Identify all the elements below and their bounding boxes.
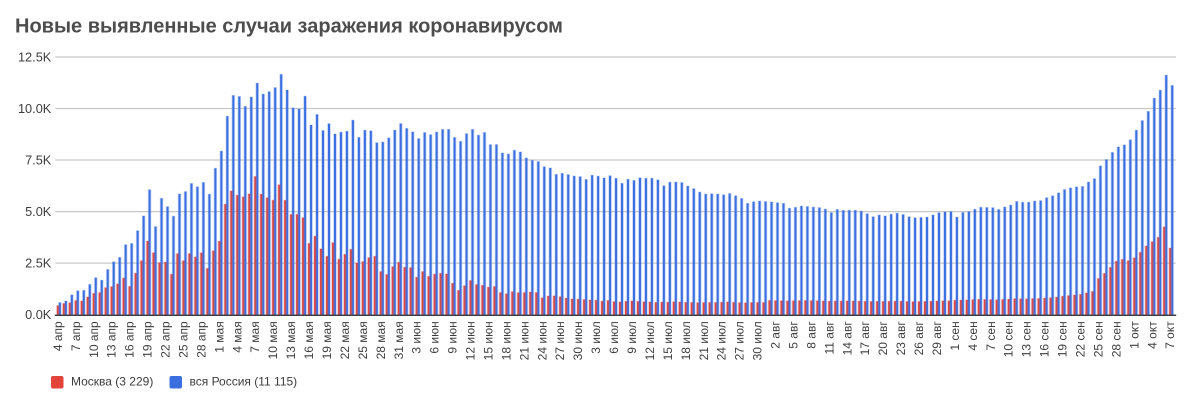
svg-text:6 июл: 6 июл: [607, 321, 621, 353]
svg-text:25 мая: 25 мая: [356, 321, 370, 359]
svg-text:10 апр: 10 апр: [87, 321, 101, 358]
svg-text:15 июн: 15 июн: [481, 321, 495, 360]
svg-text:7 мая: 7 мая: [248, 321, 262, 352]
svg-text:1 сен: 1 сен: [948, 321, 962, 350]
svg-text:7 окт: 7 окт: [1163, 321, 1177, 349]
svg-text:4 окт: 4 окт: [1145, 321, 1159, 349]
svg-text:0.0K: 0.0K: [25, 307, 52, 322]
svg-text:2.5K: 2.5K: [25, 256, 52, 271]
svg-text:4 мая: 4 мая: [230, 321, 244, 352]
svg-text:30 июл: 30 июл: [751, 321, 765, 360]
svg-text:9 июн: 9 июн: [446, 321, 460, 353]
svg-text:7.5K: 7.5K: [25, 153, 52, 168]
svg-text:13 сен: 13 сен: [1020, 321, 1034, 357]
svg-text:19 сен: 19 сен: [1056, 321, 1070, 357]
svg-text:26 авг: 26 авг: [912, 321, 926, 356]
svg-text:23 авг: 23 авг: [894, 321, 908, 356]
svg-text:16 сен: 16 сен: [1038, 321, 1052, 357]
svg-text:8 авг: 8 авг: [804, 321, 818, 349]
svg-text:10 сен: 10 сен: [1002, 321, 1016, 357]
svg-text:19 апр: 19 апр: [141, 321, 155, 358]
svg-text:21 июн: 21 июн: [517, 321, 531, 360]
svg-text:6 июн: 6 июн: [428, 321, 442, 353]
svg-text:Новые выявленные случаи зараже: Новые выявленные случаи заражения корона…: [15, 16, 563, 38]
svg-text:5 авг: 5 авг: [786, 321, 800, 349]
svg-text:10.0K: 10.0K: [18, 101, 52, 116]
svg-text:25 апр: 25 апр: [176, 321, 190, 358]
svg-text:7 сен: 7 сен: [984, 321, 998, 350]
svg-text:5.0K: 5.0K: [25, 204, 52, 219]
svg-text:21 июл: 21 июл: [697, 321, 711, 360]
svg-text:2 авг: 2 авг: [769, 321, 783, 349]
svg-text:вся Россия (11 115): вся Россия (11 115): [190, 375, 298, 389]
svg-text:13 апр: 13 апр: [105, 321, 119, 358]
svg-text:28 сен: 28 сен: [1109, 321, 1123, 357]
svg-text:3 июл: 3 июл: [589, 321, 603, 353]
svg-text:12 июл: 12 июл: [643, 321, 657, 360]
svg-text:12.5K: 12.5K: [18, 50, 52, 65]
svg-text:28 апр: 28 апр: [194, 321, 208, 358]
svg-text:10 мая: 10 мая: [266, 321, 280, 359]
svg-text:13 мая: 13 мая: [284, 321, 298, 359]
svg-text:28 мая: 28 мая: [374, 321, 388, 359]
svg-text:31 мая: 31 мая: [392, 321, 406, 359]
svg-text:4 сен: 4 сен: [966, 321, 980, 350]
svg-text:7 апр: 7 апр: [69, 321, 83, 351]
svg-text:Москва (3 229): Москва (3 229): [71, 375, 153, 389]
svg-text:15 июл: 15 июл: [661, 321, 675, 360]
svg-text:11 авг: 11 авг: [822, 321, 836, 355]
svg-text:20 авг: 20 авг: [876, 321, 890, 356]
svg-text:22 апр: 22 апр: [159, 321, 173, 358]
svg-text:1 окт: 1 окт: [1127, 321, 1141, 349]
svg-text:18 июл: 18 июл: [679, 321, 693, 360]
svg-text:18 июн: 18 июн: [499, 321, 513, 360]
svg-text:9 июл: 9 июл: [625, 321, 639, 353]
svg-text:22 сен: 22 сен: [1074, 321, 1088, 357]
svg-text:16 апр: 16 апр: [123, 321, 137, 358]
svg-text:24 июл: 24 июл: [715, 321, 729, 360]
svg-text:25 сен: 25 сен: [1091, 321, 1105, 357]
svg-text:29 авг: 29 авг: [930, 321, 944, 356]
svg-text:24 июн: 24 июн: [535, 321, 549, 360]
svg-text:4 апр: 4 апр: [51, 321, 65, 351]
svg-text:1 мая: 1 мая: [212, 321, 226, 352]
svg-text:22 мая: 22 мая: [338, 321, 352, 359]
svg-text:14 авг: 14 авг: [840, 321, 854, 356]
svg-text:3 июн: 3 июн: [410, 321, 424, 353]
svg-text:27 июл: 27 июл: [733, 321, 747, 360]
svg-text:16 мая: 16 мая: [302, 321, 316, 359]
svg-text:27 июн: 27 июн: [553, 321, 567, 360]
svg-text:30 июн: 30 июн: [571, 321, 585, 360]
svg-text:17 авг: 17 авг: [858, 321, 872, 356]
svg-text:19 мая: 19 мая: [320, 321, 334, 359]
svg-text:12 июн: 12 июн: [464, 321, 478, 360]
